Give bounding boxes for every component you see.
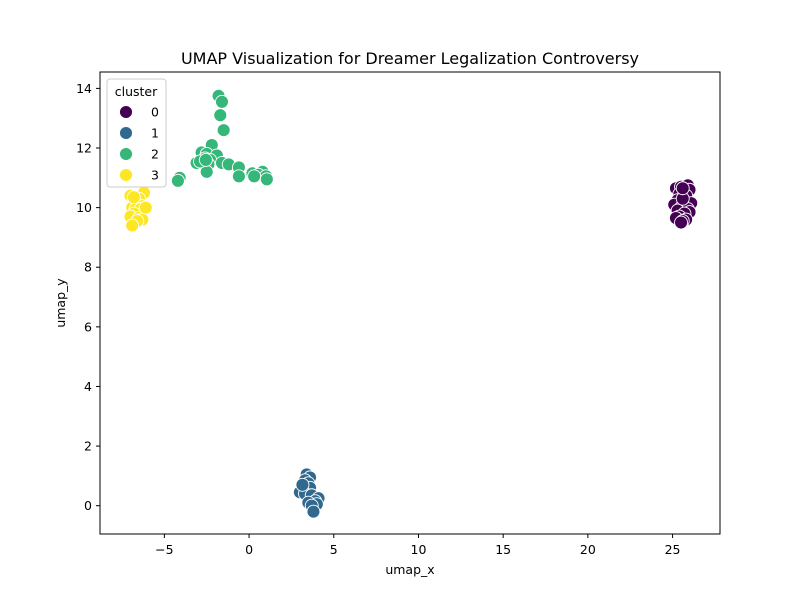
point-cluster-2 [198, 152, 213, 167]
legend-box [106, 78, 167, 188]
y-tick-label: 6 [84, 319, 92, 334]
point-cluster-2 [213, 108, 228, 123]
y-tick-label: 8 [84, 260, 92, 275]
x-tick-label: −5 [155, 542, 173, 557]
point-cluster-2 [231, 169, 246, 184]
x-tick-label: 0 [245, 542, 253, 557]
chart-title: UMAP Visualization for Dreamer Legalizat… [181, 49, 639, 68]
legend-marker-cluster-0 [119, 105, 133, 119]
plot-frame [99, 71, 721, 535]
point-cluster-2 [215, 94, 229, 109]
legend-label-cluster-2: 2 [151, 147, 159, 162]
y-tick-label: 14 [76, 81, 92, 96]
legend-title: cluster [115, 84, 158, 99]
point-cluster-1 [295, 477, 310, 492]
y-tick-label: 2 [84, 439, 92, 454]
x-tick-label: 20 [580, 542, 596, 557]
point-cluster-3 [125, 218, 140, 233]
point-cluster-0 [674, 215, 688, 230]
y-tick-label: 4 [84, 379, 92, 394]
point-cluster-0 [675, 181, 690, 196]
point-cluster-2 [247, 169, 262, 184]
point-cluster-2 [170, 173, 185, 188]
x-tick-label: 15 [495, 542, 511, 557]
legend-marker-cluster-3 [119, 168, 133, 182]
x-tick-label: 5 [330, 542, 338, 557]
y-tick-label: 0 [84, 498, 92, 513]
x-axis-label: umap_x [385, 562, 434, 577]
point-cluster-3 [126, 190, 141, 205]
point-cluster-2 [216, 123, 231, 138]
legend-marker-cluster-1 [119, 126, 133, 140]
legend-label-cluster-0: 0 [151, 105, 159, 120]
y-axis-ticks: 0 2 4 6 8 10 12 14 [76, 81, 100, 513]
legend-label-cluster-3: 3 [151, 168, 159, 183]
y-tick-label: 10 [76, 200, 92, 215]
y-tick-label: 12 [76, 141, 92, 156]
x-axis-ticks: −5 0 5 10 15 20 25 [155, 534, 681, 557]
point-cluster-3 [138, 200, 153, 215]
x-tick-label: 25 [665, 542, 681, 557]
point-cluster-2 [259, 172, 274, 187]
x-tick-label: 10 [411, 542, 427, 557]
legend-label-cluster-1: 1 [151, 126, 159, 141]
points-layer [123, 88, 699, 519]
point-cluster-1 [306, 504, 321, 519]
legend-marker-cluster-2 [119, 147, 133, 161]
legend: cluster 0 1 2 3 [106, 78, 167, 188]
y-axis-label: umap_y [53, 278, 68, 328]
